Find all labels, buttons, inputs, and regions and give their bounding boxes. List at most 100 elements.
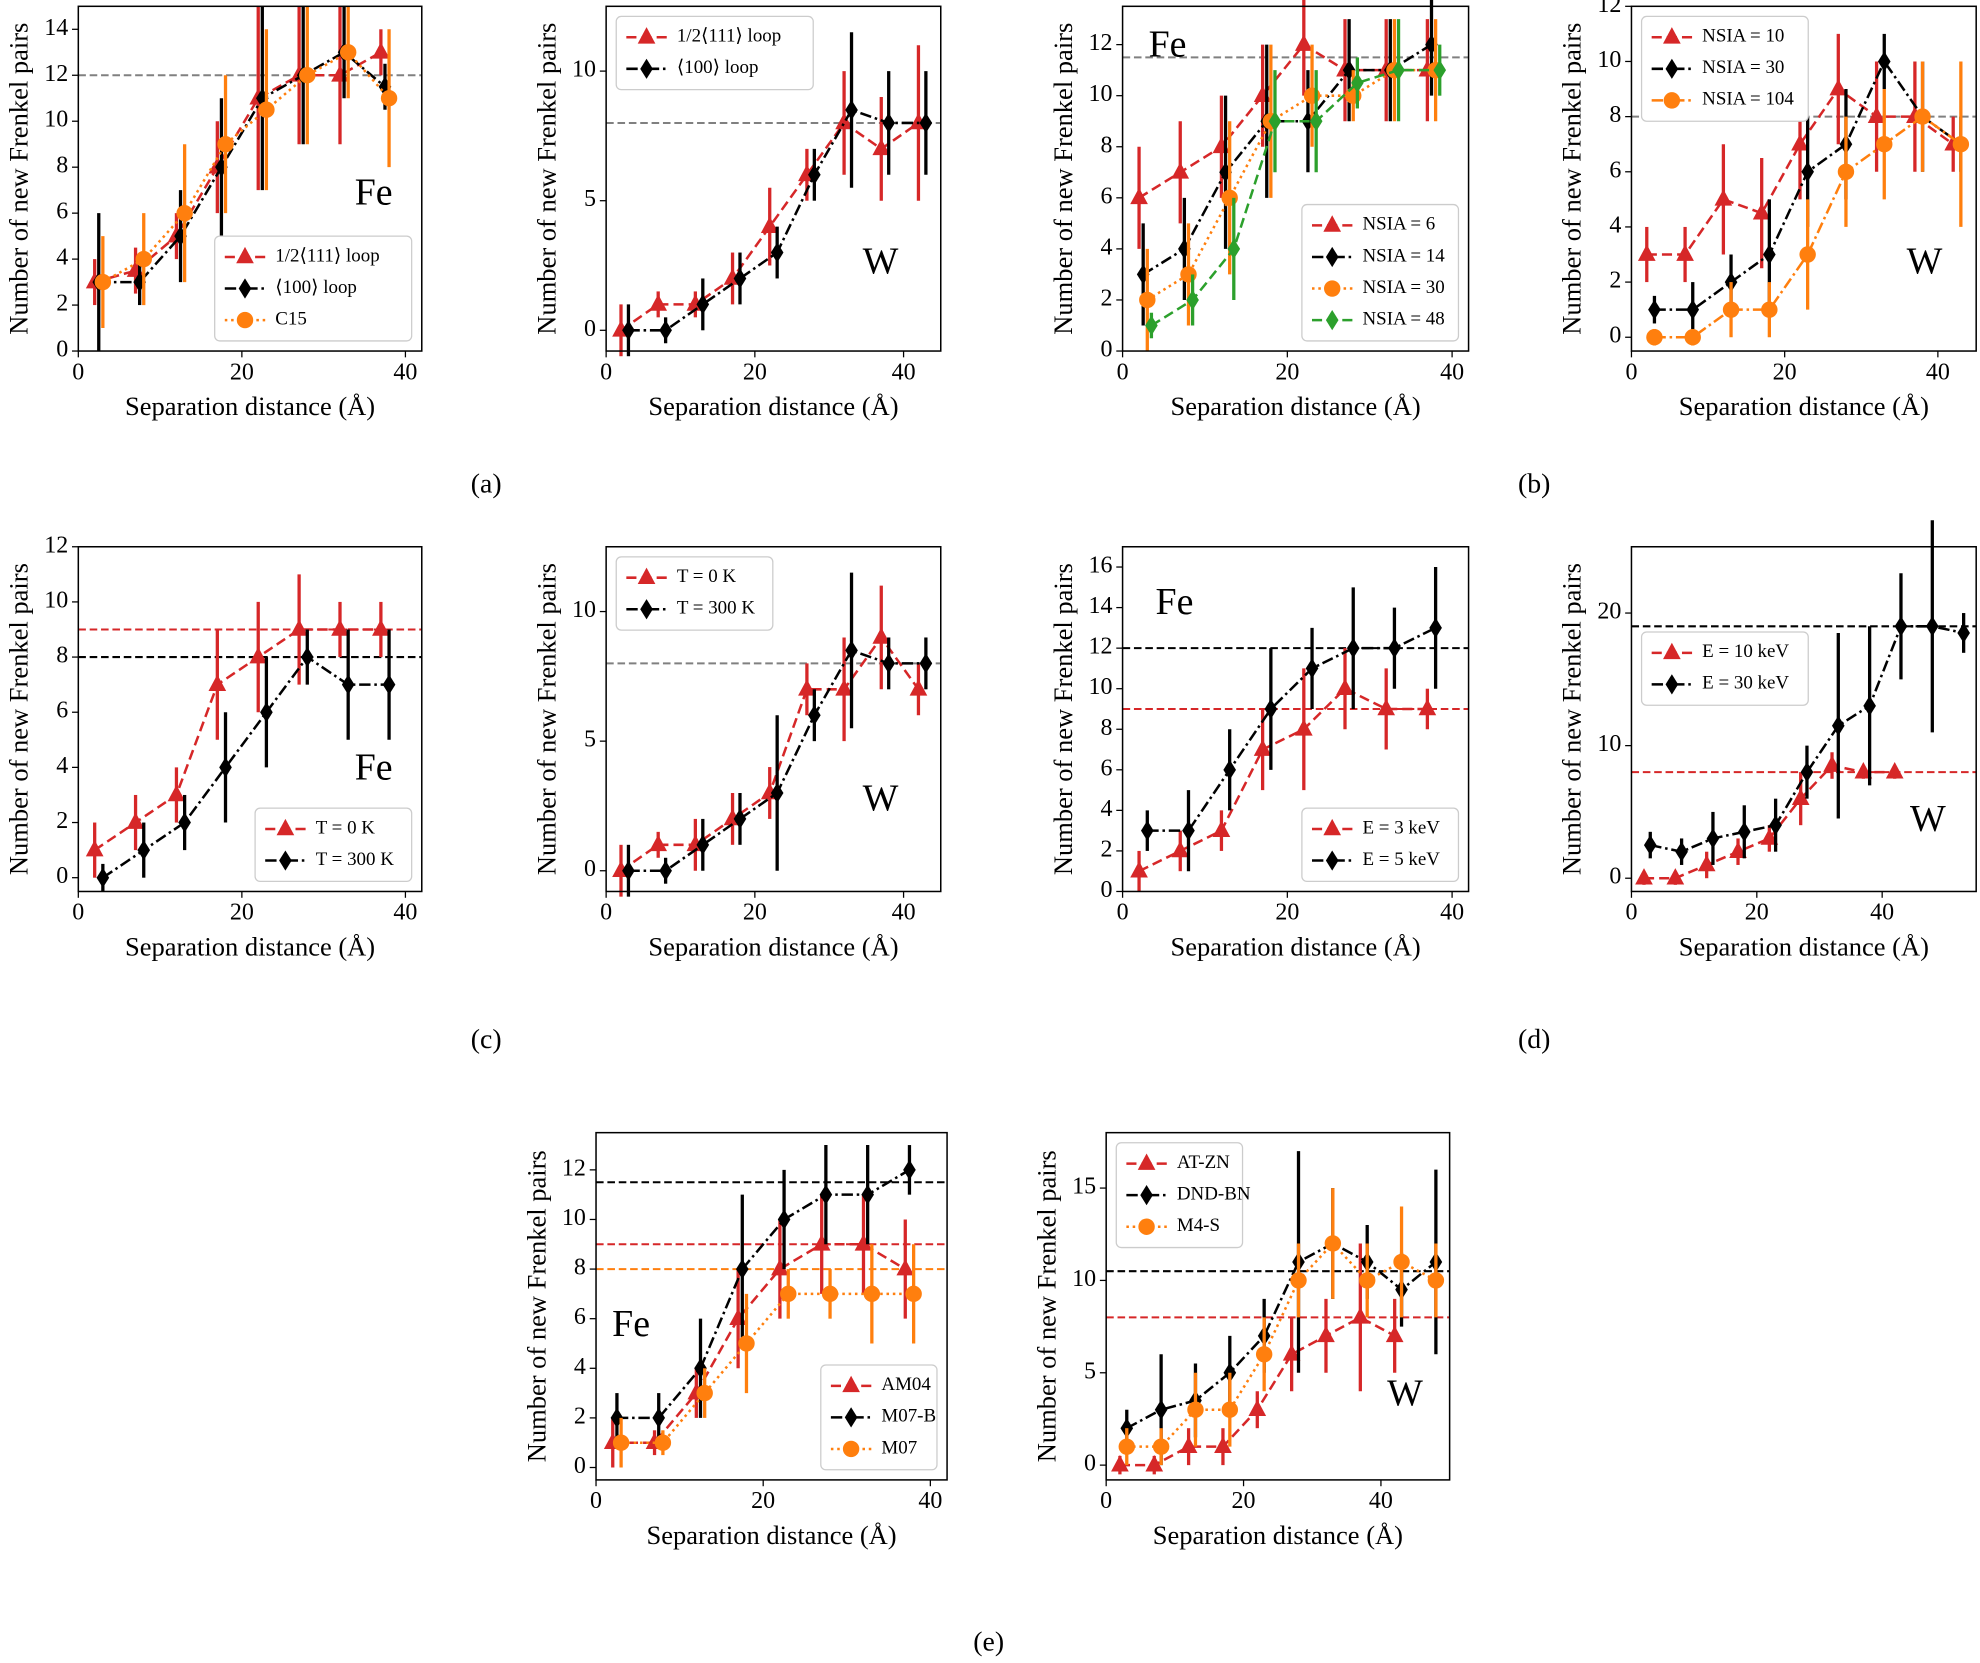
marker [882, 653, 896, 674]
marker [1876, 135, 1893, 153]
x-tick-label: 40 [918, 1488, 942, 1514]
y-tick-label: 8 [574, 1255, 586, 1281]
marker [659, 320, 672, 341]
marker [1351, 72, 1364, 94]
axes-frame [1630, 5, 1977, 352]
y-tick-label: 12 [1088, 30, 1112, 56]
legend-label: ⟨100⟩ loop [677, 57, 759, 78]
legend-label: E = 30 keV [1702, 673, 1789, 694]
legend-box [615, 556, 774, 631]
legend-box [254, 807, 413, 883]
x-axis-label: Separation distance (Å) [648, 391, 898, 421]
marker [845, 99, 858, 121]
y-tick-label: 6 [1609, 157, 1621, 183]
y-tick-label: 6 [1100, 183, 1112, 209]
y-axis-label: Number of new Frenkel pairs [531, 563, 561, 875]
y-tick-label: 0 [584, 856, 596, 882]
y-tick-label: 14 [1088, 593, 1112, 619]
y-axis-label: Number of new Frenkel pairs [531, 23, 561, 335]
legend-label: C15 [275, 308, 307, 329]
marker [135, 250, 152, 268]
legend-label: T = 0 K [316, 817, 376, 838]
annotation: W [1910, 798, 1946, 840]
marker [1323, 215, 1342, 232]
marker [842, 1440, 860, 1458]
marker [909, 679, 928, 696]
x-tick-label: 0 [72, 900, 84, 926]
marker [1829, 78, 1848, 96]
marker [821, 1285, 839, 1303]
y-tick-label: 12 [1088, 634, 1112, 660]
marker [1145, 315, 1158, 336]
marker [1248, 1399, 1267, 1417]
x-tick-label: 0 [1625, 359, 1637, 385]
marker [85, 840, 104, 857]
subplot: 0 20 40 0 5 10 15 Separation distance (Å) Number… [1031, 1131, 1451, 1550]
marker [1427, 1272, 1445, 1289]
x-tick-label: 0 [600, 900, 612, 926]
marker [1214, 1436, 1232, 1453]
legend-label: AM04 [881, 1374, 931, 1395]
y-tick-label: 12 [44, 61, 68, 87]
annotation: W [863, 778, 899, 820]
annotation: W [863, 241, 899, 283]
y-axis-label: Number of new Frenkel pairs [1557, 23, 1587, 335]
y-tick-label: 0 [56, 337, 68, 363]
legend-label: AT-ZN [1177, 1152, 1230, 1173]
marker [640, 58, 653, 79]
marker [905, 1285, 922, 1303]
marker [1666, 868, 1685, 885]
legend: E = 10 keV E = 30 keV [1640, 631, 1809, 706]
marker [1323, 818, 1342, 836]
x-tick-label: 20 [1232, 1488, 1256, 1514]
y-tick-label: 10 [1072, 1266, 1096, 1292]
marker [1665, 674, 1679, 695]
panel-label: (d) [1518, 1024, 1550, 1055]
x-axis-label: Separation distance (Å) [646, 1520, 896, 1550]
annotation: Fe [1156, 581, 1194, 623]
y-tick-label: 6 [574, 1304, 586, 1330]
subplot: 0 20 40 0 2 4 6 8 10 12 Separation distance (Å) Num… [521, 1131, 948, 1550]
y-tick-label: 8 [1609, 102, 1621, 128]
series-line [1126, 1242, 1437, 1430]
legend: T = 0 K T = 300 K [254, 807, 413, 883]
marker [770, 782, 784, 804]
marker [372, 42, 390, 59]
marker [1763, 244, 1776, 265]
subplot: 0 20 40 0 2 4 6 8 10 12 Separation distance (Å) Num… [4, 532, 423, 962]
panel-label: (b) [1518, 469, 1550, 500]
marker [1952, 135, 1970, 153]
annotation: Fe [355, 747, 393, 789]
panel-label: (e) [973, 1626, 1004, 1657]
legend-label: T = 0 K [677, 566, 737, 587]
marker [1290, 1272, 1307, 1289]
marker [249, 646, 268, 664]
legend-box [1640, 15, 1809, 122]
y-tick-label: 12 [1597, 0, 1621, 18]
y-axis-label: Number of new Frenkel pairs [1048, 23, 1078, 335]
marker [96, 867, 110, 888]
marker [1663, 27, 1681, 44]
marker [610, 1407, 624, 1428]
x-tick-label: 40 [393, 900, 417, 926]
x-tick-label: 20 [751, 1488, 775, 1514]
marker [771, 1258, 789, 1276]
marker [1253, 739, 1272, 756]
marker [854, 1234, 873, 1251]
marker [1377, 698, 1396, 716]
marker [861, 1184, 874, 1205]
marker [735, 1258, 749, 1280]
marker [919, 112, 933, 134]
y-tick-label: 15 [1072, 1174, 1096, 1200]
x-tick-label: 40 [892, 359, 916, 385]
x-tick-label: 0 [590, 1488, 602, 1514]
marker [1724, 271, 1738, 293]
marker [649, 294, 668, 311]
annotation: Fe [1149, 23, 1187, 65]
y-tick-label: 10 [44, 107, 68, 133]
legend-label: ⟨100⟩ loop [275, 277, 357, 298]
legend-label: E = 10 keV [1702, 641, 1789, 662]
marker [1676, 244, 1694, 261]
marker [1111, 1455, 1129, 1472]
marker [1182, 820, 1195, 841]
